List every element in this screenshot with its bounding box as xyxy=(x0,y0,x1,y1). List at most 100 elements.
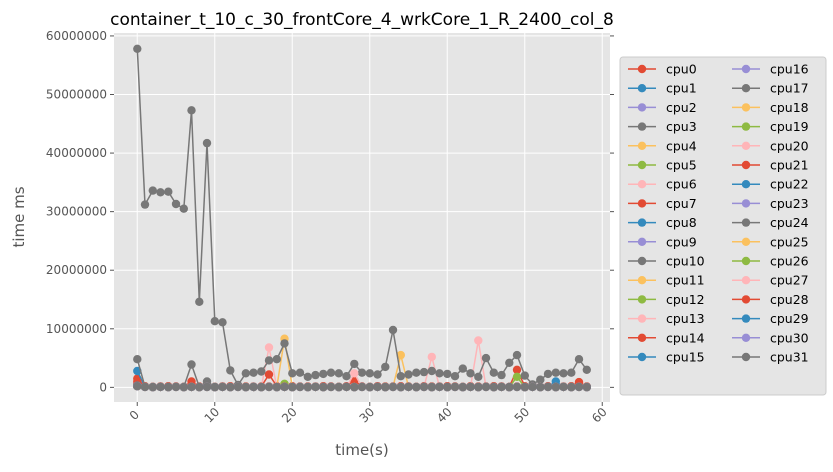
data-point xyxy=(365,369,374,378)
data-point xyxy=(388,382,398,392)
x-axis-label: time(s) xyxy=(335,441,388,459)
data-point xyxy=(551,368,560,377)
legend-item: cpu1 xyxy=(628,81,697,96)
legend-marker xyxy=(637,122,647,131)
data-point xyxy=(481,353,491,363)
data-point xyxy=(303,372,312,381)
y-tick-label: 20000000 xyxy=(46,263,107,277)
legend-item: cpu23 xyxy=(732,196,809,211)
legend-label: cpu13 xyxy=(666,311,705,326)
legend-label: cpu3 xyxy=(666,119,697,134)
legend-marker xyxy=(741,103,751,112)
data-point xyxy=(551,382,560,392)
data-point xyxy=(187,360,196,369)
data-point xyxy=(171,199,181,209)
legend-label: cpu22 xyxy=(770,177,809,192)
legend-marker xyxy=(741,141,751,150)
legend-marker xyxy=(637,352,647,362)
data-point xyxy=(419,367,429,377)
legend-marker xyxy=(637,237,647,246)
legend-marker xyxy=(637,199,647,208)
data-point xyxy=(427,366,436,376)
data-point xyxy=(334,382,343,392)
data-point xyxy=(288,382,297,392)
data-point xyxy=(264,382,274,392)
legend-label: cpu7 xyxy=(666,196,697,211)
data-point xyxy=(458,382,467,392)
legend-label: cpu29 xyxy=(770,311,809,326)
legend-marker xyxy=(741,122,751,131)
legend-marker xyxy=(741,314,751,323)
data-point xyxy=(164,187,173,196)
data-point xyxy=(295,382,305,392)
data-point xyxy=(233,382,243,392)
legend-item: cpu31 xyxy=(732,350,809,365)
data-point xyxy=(210,382,219,392)
legend-item: cpu28 xyxy=(732,292,809,307)
legend-marker xyxy=(637,276,647,285)
data-point xyxy=(187,382,196,392)
y-tick-label: 60000000 xyxy=(46,29,107,43)
legend-label: cpu14 xyxy=(666,330,705,345)
data-point xyxy=(419,382,429,392)
legend-item: cpu9 xyxy=(628,234,697,249)
data-point xyxy=(559,382,568,392)
data-point xyxy=(202,382,212,392)
legend-label: cpu16 xyxy=(770,62,809,77)
legend-marker xyxy=(637,218,647,227)
data-point xyxy=(497,382,506,392)
data-point xyxy=(543,382,553,392)
data-point xyxy=(520,382,529,392)
data-point xyxy=(280,382,289,392)
legend-marker xyxy=(637,141,647,150)
data-point xyxy=(342,372,351,381)
legend-marker xyxy=(637,180,647,189)
data-point xyxy=(357,368,367,377)
legend-label: cpu23 xyxy=(770,196,809,211)
data-point xyxy=(388,325,398,335)
legend-item: cpu25 xyxy=(732,234,809,249)
legend-marker xyxy=(741,64,751,74)
data-point xyxy=(319,382,328,392)
legend-item: cpu6 xyxy=(628,177,697,192)
legend-marker xyxy=(637,333,647,342)
legend-label: cpu27 xyxy=(770,273,809,288)
legend-item: cpu10 xyxy=(628,254,705,269)
legend-item: cpu15 xyxy=(628,350,705,365)
legend-marker xyxy=(741,84,751,93)
data-point xyxy=(280,339,289,348)
legend-item: cpu21 xyxy=(732,158,809,173)
legend-marker xyxy=(637,103,647,112)
data-point xyxy=(474,372,483,381)
y-tick-label: 30000000 xyxy=(46,205,107,219)
legend-item: cpu13 xyxy=(628,311,705,326)
data-point xyxy=(319,369,328,379)
legend-label: cpu20 xyxy=(770,138,809,153)
data-point xyxy=(295,368,305,377)
legend-item: cpu11 xyxy=(628,273,705,288)
legend-label: cpu5 xyxy=(666,158,697,173)
legend-label: cpu30 xyxy=(770,330,809,345)
data-point xyxy=(249,382,258,392)
legend-item: cpu20 xyxy=(732,138,809,153)
legend-item: cpu27 xyxy=(732,273,809,288)
legend-item: cpu3 xyxy=(628,119,697,134)
legend-marker xyxy=(637,295,647,304)
legend-label: cpu25 xyxy=(770,234,809,249)
legend-marker xyxy=(637,314,647,323)
data-point xyxy=(342,382,351,392)
data-point xyxy=(466,382,475,392)
data-point xyxy=(512,365,522,374)
legend-item: cpu2 xyxy=(628,100,697,115)
data-point xyxy=(396,382,405,392)
y-tick-label: 40000000 xyxy=(46,146,107,160)
data-point xyxy=(528,382,537,392)
data-point xyxy=(489,382,498,392)
chart-title: container_t_10_c_30_frontCore_4_wrkCore_… xyxy=(110,10,614,30)
data-point xyxy=(559,369,568,378)
data-point xyxy=(133,355,142,364)
legend-label: cpu31 xyxy=(770,350,809,365)
data-point xyxy=(148,186,157,195)
legend-box xyxy=(619,56,827,396)
data-point xyxy=(450,372,460,381)
